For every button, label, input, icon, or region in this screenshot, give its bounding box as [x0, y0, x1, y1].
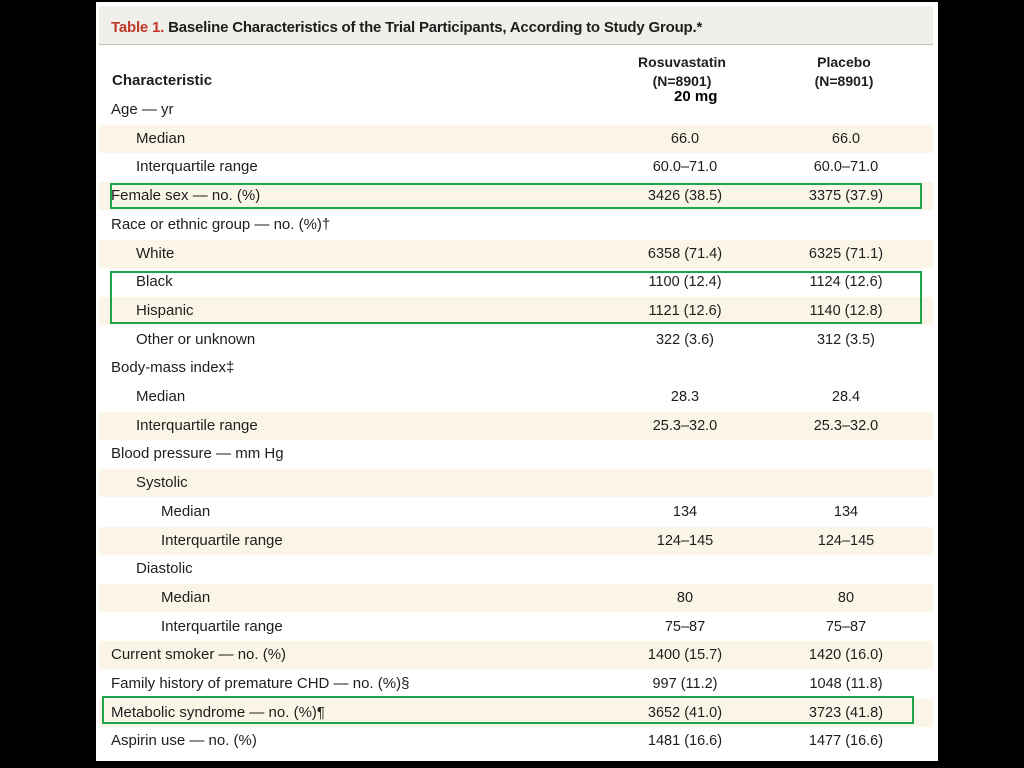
- table-row: Systolic: [99, 469, 933, 498]
- table-row: Body-mass index‡: [99, 354, 933, 382]
- table-number: Table 1.: [111, 19, 165, 36]
- placebo-value: 28.4: [831, 389, 861, 405]
- placebo-value: 1420 (16.0): [808, 647, 884, 664]
- table-row: Current smoker — no. (%) 1400 (15.7) 1420 …: [99, 641, 933, 670]
- table-row: Aspirin use — no. (%) 1481 (16.6) 1477 (16…: [99, 727, 933, 755]
- row-label: Hispanic: [136, 301, 194, 319]
- row-label: Interquartile range: [136, 416, 258, 434]
- highlight-box-metabolic-syndrome: [102, 696, 914, 724]
- row-label: Metabolic syndrome — no. (%)¶: [111, 703, 325, 721]
- placebo-value: 80: [837, 589, 855, 606]
- table-row: Interquartile range 25.3–32.0 25.3–32.0: [99, 411, 933, 440]
- row-label: White: [136, 244, 175, 262]
- rosuvastatin-value: 322 (3.6): [655, 331, 715, 348]
- rosuvastatin-value: 60.0–71.0: [652, 159, 718, 176]
- table-row: Median 134 134: [99, 498, 933, 526]
- table-row: Median 80 80: [99, 583, 933, 612]
- placebo-value: 124–145: [817, 532, 875, 549]
- table-row: Interquartile range 60.0–71.0 60.0–71.0: [99, 153, 933, 181]
- rosuvastatin-value: 3652 (41.0): [647, 704, 723, 721]
- rosuvastatin-value: 997 (11.2): [652, 676, 718, 692]
- rosuvastatin-value: 124–145: [656, 532, 714, 549]
- table-row: Hispanic 1121 (12.6) 1140 (12.8): [99, 296, 933, 325]
- rosuvastatin-value: 134: [672, 503, 698, 520]
- row-label: Race or ethnic group — no. (%)†: [111, 215, 331, 233]
- rosuvastatin-value: 1100 (12.4): [648, 274, 722, 291]
- placebo-column-name: Placebo: [817, 54, 871, 70]
- placebo-value: 134: [833, 503, 859, 520]
- rosuvastatin-value: 1121 (12.6): [648, 302, 722, 319]
- placebo-value: 1140 (12.8): [809, 302, 883, 319]
- rosuvastatin-value: 3426 (38.5): [647, 188, 723, 205]
- row-label: Age — yr: [111, 101, 174, 118]
- table-row: White 6358 (71.4) 6325 (71.1): [99, 239, 933, 268]
- row-label: Median: [161, 502, 211, 520]
- placebo-value: 1477 (16.6): [808, 733, 884, 750]
- table-row: Interquartile range 75–87 75–87: [99, 613, 933, 641]
- table-row: Interquartile range 124–145 124–145: [99, 526, 933, 555]
- table-row: Median 66.0 66.0: [99, 124, 933, 153]
- table-row: Black 1100 (12.4) 1124 (12.6): [99, 268, 933, 296]
- highlight-box-black-hispanic: [110, 271, 922, 324]
- table-row: Female sex — no. (%) 3426 (38.5) 3375 (37.…: [99, 182, 933, 211]
- row-label: Current smoker — no. (%): [111, 646, 287, 664]
- placebo-column-header: Placebo (N=8901): [792, 53, 896, 91]
- rosuvastatin-value: 66.0: [670, 130, 700, 147]
- rosuvastatin-value: 1481 (16.6): [647, 733, 723, 750]
- placebo-column-n: (N=8901): [814, 73, 874, 89]
- placebo-value: 6325 (71.1): [808, 245, 884, 262]
- table-row: Family history of premature CHD — no. (%…: [99, 670, 933, 698]
- table-row: Median 28.3 28.4: [99, 383, 933, 411]
- row-label: Median: [136, 388, 186, 405]
- placebo-value: 25.3–32.0: [813, 417, 879, 434]
- placebo-value: 3375 (37.9): [808, 188, 884, 205]
- table-row: Age — yr: [99, 96, 933, 124]
- placebo-value: 312 (3.5): [816, 331, 876, 348]
- placebo-value: 75–87: [825, 618, 867, 635]
- rosuvastatin-value: 25.3–32.0: [652, 417, 718, 434]
- rosuvastatin-value: 75–87: [664, 618, 706, 635]
- dose-annotation: 20 mg: [674, 88, 718, 105]
- row-label: Median: [136, 129, 186, 147]
- row-label: Other or unknown: [136, 330, 256, 348]
- rosuvastatin-value: 1400 (15.7): [647, 647, 723, 664]
- table-row: Other or unknown 322 (3.6) 312 (3.5): [99, 326, 933, 354]
- row-label: Interquartile range: [136, 158, 258, 176]
- table-title-bar: Table 1. Baseline Characteristics of the…: [99, 6, 933, 45]
- rosuvastatin-value: 28.3: [670, 389, 700, 405]
- table-panel: Table 1. Baseline Characteristics of the…: [96, 2, 938, 761]
- characteristic-header: Characteristic: [112, 72, 213, 89]
- placebo-value: 66.0: [831, 130, 861, 147]
- row-label: Interquartile range: [161, 531, 283, 549]
- rosuvastatin-column-n: (N=8901): [652, 73, 712, 89]
- placebo-value: 60.0–71.0: [813, 159, 879, 176]
- placebo-value: 3723 (41.8): [808, 704, 884, 721]
- table-row: Diastolic: [99, 555, 933, 583]
- row-label: Blood pressure — mm Hg: [111, 445, 284, 463]
- placebo-value: 1124 (12.6): [809, 274, 883, 291]
- row-label: Systolic: [136, 474, 188, 492]
- rosuvastatin-column-name: Rosuvastatin: [638, 54, 726, 70]
- table-row: Blood pressure — mm Hg: [99, 440, 933, 468]
- row-label: Body-mass index‡: [111, 359, 235, 377]
- row-label: Aspirin use — no. (%): [111, 732, 257, 750]
- row-label: Diastolic: [136, 560, 193, 578]
- table-title: Table 1. Baseline Characteristics of the…: [111, 19, 702, 36]
- highlight-box-female-sex: [110, 183, 922, 209]
- rosuvastatin-value: 6358 (71.4): [647, 245, 723, 262]
- table-title-text: Baseline Characteristics of the Trial Pa…: [164, 19, 703, 36]
- row-label: Black: [136, 273, 173, 291]
- row-label: Female sex — no. (%): [111, 187, 261, 205]
- table-row: Race or ethnic group — no. (%)†: [99, 211, 933, 239]
- row-label: Family history of premature CHD — no. (%…: [111, 675, 410, 692]
- row-label: Interquartile range: [161, 617, 283, 635]
- placebo-value: 1048 (11.8): [809, 676, 883, 692]
- rosuvastatin-column-header: Rosuvastatin (N=8901): [630, 53, 734, 91]
- rosuvastatin-value: 80: [676, 589, 694, 606]
- row-label: Median: [161, 588, 211, 606]
